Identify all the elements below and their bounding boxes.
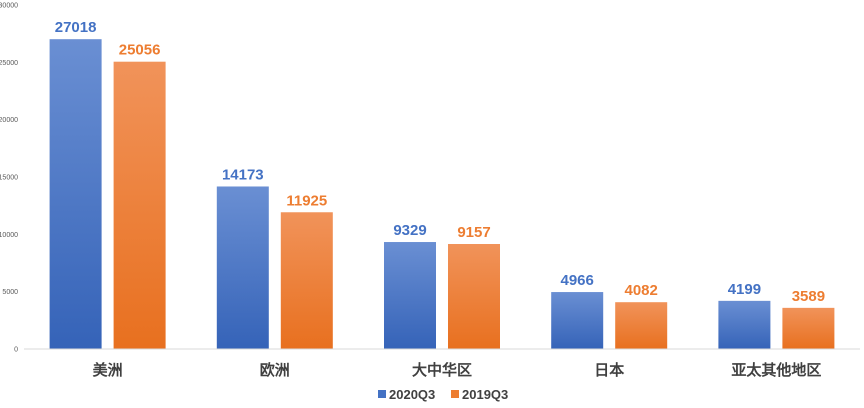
category-label: 美洲 [93,361,123,379]
y-axis-ticks: 0 5000 10000 15000 20000 25000 30000 [0,3,18,354]
category-label: 大中华区 [412,361,472,379]
bar-2019Q3-2 [448,243,500,349]
data-label: 4082 [625,282,658,299]
bar-2019Q3-4 [782,307,835,349]
category-label: 欧洲 [260,361,290,379]
bar-2020Q3-1 [216,186,269,349]
bar-2020Q3-0 [49,39,102,349]
data-label: 9329 [393,222,426,239]
data-label: 3589 [792,288,825,305]
bar-2019Q3-1 [280,212,333,349]
bar-2020Q3-3 [551,292,604,349]
bar-2019Q3-0 [113,61,166,350]
data-label: 27018 [55,19,97,36]
y-tick-label: 10000 [0,232,18,239]
category-label: 亚太其他地区 [731,361,821,379]
legend-label: 2019Q3 [462,387,508,402]
category-labels: 美洲 欧洲 大中华区 日本 亚太其他地区 [93,361,822,379]
legend-swatch [451,390,459,398]
y-tick-label: 30000 [0,3,18,10]
category-label: 日本 [594,361,624,379]
y-tick-label: 20000 [0,117,18,124]
data-label: 4966 [561,272,594,289]
legend-label: 2020Q3 [389,387,435,402]
legend-swatch [378,390,386,398]
bars: 27018 25056 14173 11925 9329 9157 4966 4082 4199… [49,19,835,350]
data-label: 14173 [222,166,264,183]
y-tick-label: 25000 [0,60,18,67]
bar-2019Q3-3 [615,302,668,349]
y-tick-label: 15000 [0,175,18,182]
bar-2020Q3-4 [718,300,771,349]
legend: 2020Q3 2019Q3 [378,387,508,402]
data-label: 4199 [728,281,761,298]
bar-2020Q3-2 [384,242,436,349]
data-label: 9157 [457,224,490,241]
data-label: 11925 [286,192,327,209]
data-label: 25056 [119,42,161,59]
y-tick-label: 5000 [2,289,18,296]
y-tick-label: 0 [14,347,18,354]
